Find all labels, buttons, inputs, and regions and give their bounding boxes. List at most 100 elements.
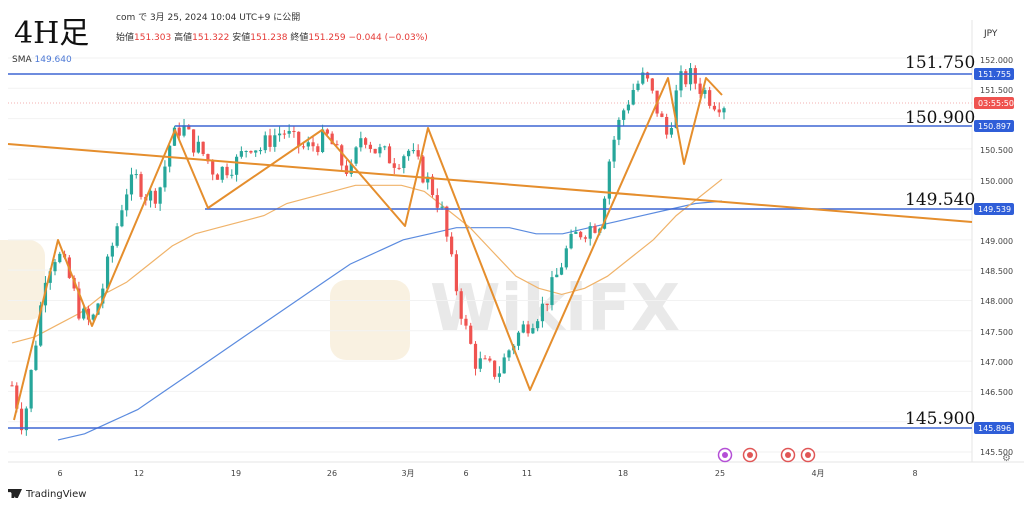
event-icon-dot [747,452,753,458]
candle-body [196,141,200,153]
candle-body [230,174,234,176]
trend-drawings [7,77,973,421]
candle-body [579,231,583,238]
close-value: 151.259 [308,33,346,43]
candle-body [397,167,401,169]
ohlc-readout: 始値151.303 高値151.322 安値151.238 終値151.259 … [116,30,428,43]
candle-body [526,324,530,334]
level-tag-value: 150.897 [978,122,1011,131]
time-tick-label: 11 [522,469,532,478]
candle-body [15,385,19,409]
candle-body [134,174,138,176]
price-tick-label: 150.000 [980,177,1013,186]
candle-body [493,360,497,377]
candle-body [645,72,650,79]
candle-body [125,194,129,211]
candle-body [607,161,611,199]
event-icon-dot [805,452,811,458]
time-tick-label: 4月 [811,469,824,478]
price-tick-label: 150.500 [980,146,1013,155]
time-axis[interactable]: 6 12 19 26 3月 6 11 18 25 4月 8 [57,469,917,478]
candle-body [325,129,329,134]
candle-body [602,198,607,229]
open-value: 151.303 [134,33,172,43]
candle-body [96,303,100,315]
candle-body [631,89,635,105]
candle-body [497,373,502,377]
candlesticks [10,63,726,436]
sma-legend[interactable]: SMA 149.640 [12,55,72,65]
candle-body [277,133,282,136]
candle-body [268,135,272,147]
event-icons[interactable] [717,447,816,463]
candle-body [153,190,157,204]
level-tag [974,422,1014,434]
candle-body [416,150,420,157]
horizontal-levels [8,73,972,429]
currency-label[interactable]: JPY [984,29,998,39]
candle-body [660,113,664,117]
event-icon-dot [785,452,791,458]
candle-body [545,303,549,305]
candle-body [91,314,95,320]
candle-body [536,321,540,329]
candle-body [612,139,616,162]
candle-body [392,163,396,168]
candle-body [158,187,162,204]
candle-body [148,190,153,201]
tradingview-logo[interactable]: TradingView [8,489,86,500]
open-label: 始値 [116,33,135,43]
candle-body [421,156,425,183]
candle-body [53,262,57,272]
time-tick-label: 26 [327,469,337,478]
candle-body [440,206,444,208]
candle-body [674,90,678,129]
candle-body [306,142,310,147]
price-axis[interactable]: 151.755 150.897 149.539 145.896 03:55:50 152.… [974,56,1014,457]
time-tick-label: 19 [231,469,241,478]
candle-body [321,129,325,153]
candle-body [387,146,392,164]
candle-body [669,128,674,135]
candle-body [24,408,28,431]
candle-body [220,166,224,180]
candle-body [617,119,621,140]
publish-info: com で 3月 25, 2024 10:04 UTC+9 に公開 [116,13,301,23]
candle-body [335,144,339,146]
chart-grid [8,20,1024,463]
candle-body [105,256,110,289]
candle-body [340,145,344,166]
candle-body [478,358,482,369]
time-tick-label: 6 [57,469,62,478]
candle-body [588,226,592,239]
candle-body [86,308,91,320]
sma-short-line [11,178,723,344]
candle-body [77,288,81,319]
tradingview-brand: TradingView [26,489,87,500]
candle-body [82,308,86,319]
tradingview-icon [8,489,22,498]
candle-body [435,195,439,208]
price-tick-label: 145.500 [980,448,1013,457]
candle-body [364,138,368,145]
candle-body [48,271,52,283]
candle-body [206,154,210,162]
candle-body [483,358,487,360]
price-tick-label: 148.500 [980,267,1013,276]
candle-body [450,236,454,255]
descending-trendline [7,143,973,223]
candle-body [10,385,14,387]
candle-body [282,133,286,135]
gear-icon[interactable]: ⚙ [1002,453,1011,464]
candle-body [555,274,559,278]
candle-body [292,130,296,132]
candle-body [722,108,726,113]
candle-body [177,127,181,136]
candle-body [430,176,435,196]
sma-long-line [57,200,723,441]
level-tag-value: 149.539 [978,205,1011,214]
candle-body [234,156,239,175]
candle-body [201,141,205,155]
candle-body [139,174,143,197]
